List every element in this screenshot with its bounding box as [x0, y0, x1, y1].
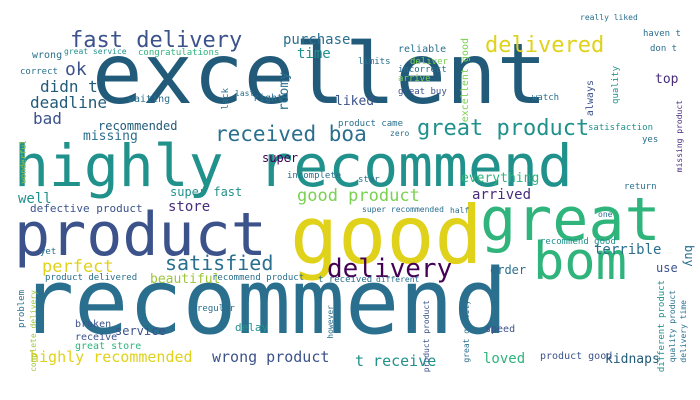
word: satisfied	[165, 251, 274, 275]
word: incorrect	[398, 65, 447, 75]
word: great product	[417, 116, 590, 141]
word: different	[376, 275, 420, 284]
word: great store	[75, 341, 142, 352]
word: missing	[83, 129, 138, 144]
word: fast delivery	[70, 28, 243, 53]
word: great quality	[462, 300, 471, 363]
word: delivery	[327, 254, 453, 284]
word: terrible	[594, 242, 662, 258]
word: delay	[235, 321, 269, 334]
word: waiting	[128, 94, 171, 105]
word: really liked	[580, 13, 638, 22]
word: highly recommended	[30, 348, 193, 366]
word: super	[262, 151, 299, 165]
word: regular	[197, 304, 235, 314]
word: excellent	[92, 25, 548, 123]
word: speed	[485, 324, 516, 335]
word: didn t	[40, 77, 98, 96]
word: always	[585, 80, 596, 117]
word: bad	[33, 109, 62, 128]
word: recommend product	[212, 273, 305, 283]
word: return	[624, 182, 657, 192]
word: product delivered	[45, 273, 138, 283]
word: recommend good	[540, 237, 616, 247]
word: last	[235, 89, 255, 98]
word: use	[656, 261, 678, 275]
word: right	[253, 93, 284, 104]
word: t receive	[355, 352, 437, 370]
word: congratulations	[138, 48, 220, 58]
word: store	[168, 199, 211, 215]
word: recommend	[20, 250, 508, 355]
word: half	[450, 206, 470, 215]
word: great	[480, 185, 661, 255]
word: problem	[17, 290, 27, 328]
word: good product	[297, 186, 420, 206]
word: yes	[642, 135, 659, 145]
word: received boa	[215, 122, 367, 146]
word: correct	[20, 67, 58, 77]
word: product	[14, 200, 267, 270]
word: deliver	[410, 57, 448, 67]
word: product came	[338, 119, 404, 129]
word: bom	[533, 232, 627, 292]
word: wrong product	[212, 348, 330, 366]
word: arrive	[398, 74, 431, 84]
word: good	[290, 189, 483, 282]
word: service	[115, 324, 166, 338]
word: receive	[75, 332, 118, 343]
word: everything	[461, 171, 540, 186]
word: super recommended	[362, 205, 444, 214]
word: order	[490, 263, 527, 277]
word: limits	[358, 57, 391, 67]
word: watch	[532, 93, 560, 103]
word: satisfaction	[588, 123, 654, 133]
word: great service	[64, 47, 127, 56]
word: liked	[335, 94, 375, 109]
word: broken	[75, 319, 112, 330]
word: buy	[682, 245, 696, 267]
word: product product	[422, 300, 431, 373]
word: t received	[318, 275, 373, 285]
word: one	[598, 210, 613, 219]
word: however	[326, 305, 335, 339]
word: purchase	[283, 32, 351, 48]
word: zero	[390, 129, 410, 138]
word: perfect	[42, 257, 114, 277]
word: kidnaps	[605, 352, 660, 367]
word: missing product	[675, 100, 684, 173]
word: star	[358, 175, 380, 185]
word: ok	[65, 59, 87, 80]
word: lack	[221, 88, 231, 110]
word: recommended	[98, 119, 178, 133]
word: excellent good	[460, 38, 471, 123]
word: incomplete	[287, 171, 342, 181]
word: great buy	[398, 87, 447, 97]
word: beautiful	[150, 272, 221, 287]
word: super fast	[170, 185, 243, 199]
word: loved	[483, 351, 526, 367]
word: delivery time	[679, 300, 688, 363]
word: delivered	[485, 33, 605, 58]
word: quality	[611, 66, 621, 104]
word: different product	[657, 280, 667, 373]
word: top	[655, 72, 679, 87]
word: defective product	[30, 202, 143, 215]
word: haven t	[643, 29, 681, 39]
word: wonderful	[19, 140, 28, 184]
word: complete delivery	[29, 290, 38, 372]
word: arrived	[472, 187, 532, 203]
word: product good	[540, 351, 613, 362]
word: reliable	[398, 44, 447, 55]
word: deadline	[30, 93, 108, 112]
word: roomy	[277, 72, 292, 112]
word: yet	[40, 247, 57, 257]
word: don t	[650, 44, 678, 54]
word: well	[18, 191, 52, 207]
word: time	[297, 46, 331, 62]
word: quality product	[668, 290, 677, 363]
word: wrong	[32, 50, 63, 61]
word: highly recommend	[14, 132, 573, 200]
